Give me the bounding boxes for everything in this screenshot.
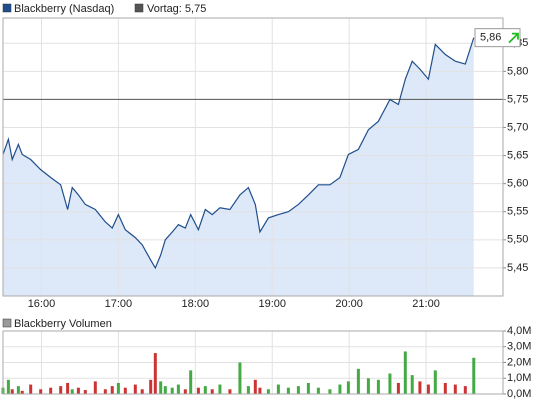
volume-bar <box>16 386 20 394</box>
volume-bar <box>153 353 157 394</box>
x-tick-label: 19:00 <box>258 298 286 310</box>
volume-bar <box>110 386 114 394</box>
volume-bar <box>356 368 360 394</box>
volume-bar <box>472 357 476 394</box>
plot-frame <box>2 17 504 297</box>
volume-bar <box>228 389 232 394</box>
volume-bar <box>176 384 180 394</box>
volume-bar <box>140 389 144 394</box>
legend-label: Vortag: 5,75 <box>147 3 206 15</box>
y-tick-label: 5,65 <box>507 150 528 162</box>
volume-bar <box>316 387 320 394</box>
y-tick-label: 1,0M <box>507 372 531 384</box>
y-tick-label: 3,0M <box>507 341 531 353</box>
volume-bar <box>123 387 127 394</box>
volume-bar <box>258 387 262 394</box>
y-tick-label: 5,75 <box>507 93 528 105</box>
volume-bar <box>93 381 97 394</box>
y-tick-label: 5,80 <box>507 65 528 77</box>
volume-bar <box>246 386 250 394</box>
trend-arrow <box>508 32 519 44</box>
plot-frame <box>2 330 504 395</box>
volume-bar <box>296 386 300 394</box>
volume-bar <box>463 386 467 394</box>
y-tick-label: 2,0M <box>507 356 531 368</box>
volume-bar <box>276 384 280 394</box>
y-tick-label: 4,0M <box>507 325 531 337</box>
volume-bar <box>306 382 310 394</box>
volume-bar <box>376 379 380 394</box>
legend-label: Blackberry (Nasdaq) <box>14 3 114 15</box>
y-tick-label: 5,45 <box>507 262 528 274</box>
volume-bar <box>6 379 10 394</box>
y-tick-label: 5,60 <box>507 178 528 190</box>
volume-bar <box>183 389 187 394</box>
volume-bar <box>66 382 70 394</box>
volume-bar <box>203 386 207 394</box>
volume-bar <box>189 370 193 394</box>
volume-bar <box>253 379 257 394</box>
current-label: 5,86 <box>480 32 501 44</box>
y-tick-label: 5,50 <box>507 234 528 246</box>
legend-swatch <box>2 318 12 328</box>
volume-bar <box>238 362 242 394</box>
y-tick-label: 5,55 <box>507 206 528 218</box>
volume-bar <box>453 384 457 394</box>
volume-bar <box>116 382 120 394</box>
volume-bar <box>328 389 332 394</box>
volume-bar <box>76 387 80 394</box>
volume-bar <box>20 390 24 394</box>
volume-bar <box>196 387 200 394</box>
volume-bar <box>426 384 430 394</box>
volume-bar <box>103 389 107 394</box>
legend-label: Blackberry Volumen <box>14 318 112 330</box>
volume-bar <box>149 379 153 394</box>
volume-bar <box>346 381 350 394</box>
volume-bar <box>388 373 392 394</box>
volume-bar <box>443 382 447 394</box>
price-line <box>2 37 475 270</box>
volume-bar <box>159 381 163 394</box>
volume-bar <box>10 389 14 394</box>
x-tick-label: 20:00 <box>335 298 363 310</box>
volume-bar <box>29 384 33 394</box>
volume-bar <box>59 386 63 394</box>
volume-bar <box>218 384 222 394</box>
volume-bar <box>133 384 137 394</box>
volume-bar <box>163 386 167 394</box>
x-tick-label: 21:00 <box>412 298 440 310</box>
volume-bar <box>170 387 174 394</box>
x-tick-label: 17:00 <box>105 298 133 310</box>
volume-bar <box>39 389 43 394</box>
volume-bar <box>418 381 422 394</box>
volume-bar <box>70 389 74 394</box>
volume-bar <box>338 384 342 394</box>
y-tick-label: 5,70 <box>507 121 528 133</box>
legend-swatch <box>134 3 144 13</box>
volume-bar <box>366 378 370 394</box>
legend-swatch <box>2 3 12 13</box>
volume-bar <box>410 375 414 394</box>
volume-bar <box>286 387 290 394</box>
volume-bar <box>433 370 437 394</box>
volume-bar <box>403 351 407 394</box>
volume-bar <box>396 382 400 394</box>
volume-bar <box>49 387 53 394</box>
volume-bar <box>210 389 214 394</box>
volume-bar <box>83 390 87 394</box>
x-tick-label: 18:00 <box>182 298 210 310</box>
volume-bar <box>266 389 270 394</box>
x-tick-label: 16:00 <box>28 298 56 310</box>
area <box>3 37 474 297</box>
y-tick-label: 0,0M <box>507 388 531 400</box>
